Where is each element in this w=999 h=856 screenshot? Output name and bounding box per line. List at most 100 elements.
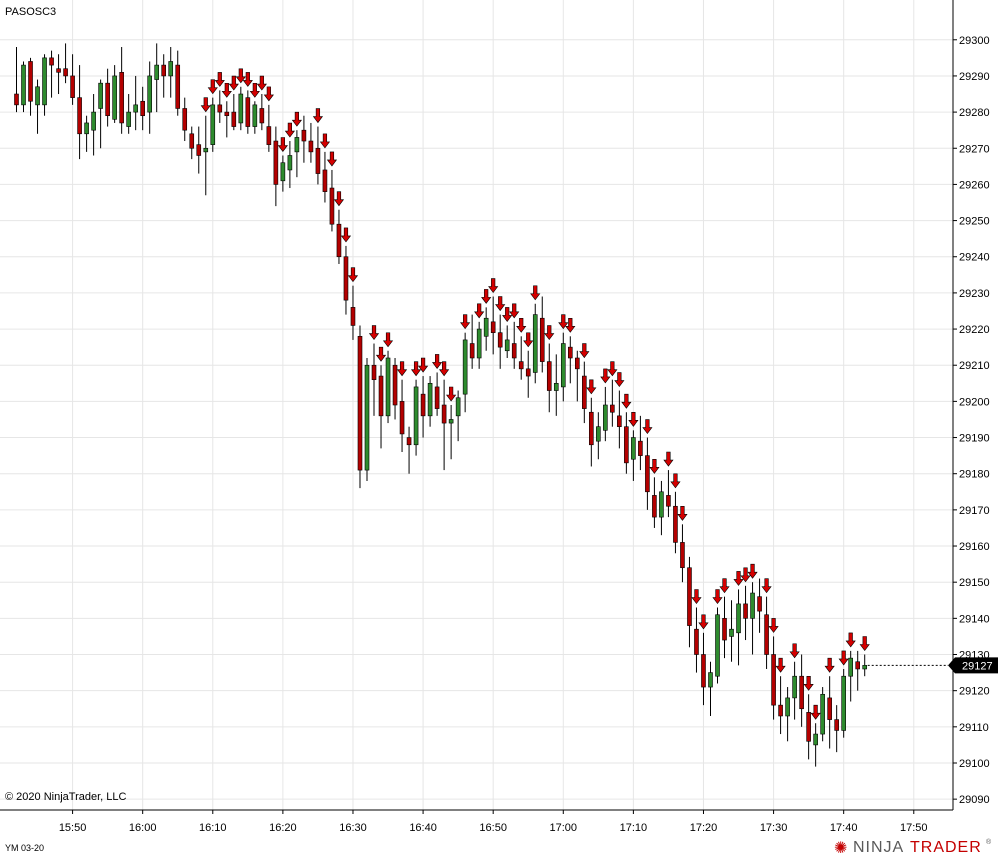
- signal-arrow-down: [586, 379, 597, 395]
- candle-down: [392, 364, 398, 406]
- signal-arrow-down: [530, 285, 541, 301]
- signal-arrow-down: [242, 72, 253, 87]
- candle-down: [582, 375, 587, 409]
- candle-down: [469, 343, 475, 359]
- candle-down: [63, 68, 68, 77]
- candle-down: [371, 364, 377, 380]
- candle-down: [14, 93, 19, 106]
- candle-down: [196, 144, 202, 156]
- candle-down: [743, 603, 748, 619]
- signal-arrow-down: [284, 122, 295, 138]
- candle-up: [462, 339, 468, 395]
- candle-down: [189, 133, 195, 149]
- signal-arrow-down: [838, 650, 849, 666]
- signal-arrow-down: [277, 137, 288, 152]
- candle-up: [385, 357, 391, 417]
- signal-arrow-down: [628, 412, 639, 427]
- candle-up: [785, 697, 790, 717]
- last-price-marker: 29127: [948, 657, 998, 674]
- price-tick-label: 29240: [959, 252, 990, 264]
- candle-down: [441, 404, 447, 424]
- candle-down: [217, 104, 223, 113]
- brand-name-prefix: NINJA: [853, 839, 904, 856]
- candle-up: [364, 364, 370, 471]
- candle-down: [70, 75, 75, 98]
- price-tick-label: 29170: [959, 505, 990, 517]
- candle-down: [490, 321, 496, 333]
- candle-down: [231, 111, 237, 127]
- signal-arrow-down: [614, 372, 625, 388]
- time-tick-label: 15:50: [59, 822, 87, 834]
- signal-arrow-down: [733, 571, 744, 586]
- signal-arrow-down: [235, 68, 246, 84]
- price-tick-label: 29150: [959, 577, 990, 589]
- candle-down: [105, 82, 110, 117]
- price-tick-label: 29220: [959, 324, 990, 336]
- signal-arrow-down: [824, 657, 835, 673]
- signal-arrow-down: [544, 325, 555, 341]
- candle-down: [771, 654, 776, 706]
- candle-up: [35, 86, 40, 106]
- candle-down: [49, 57, 54, 66]
- candle-down: [525, 368, 531, 377]
- candle-up: [168, 61, 174, 77]
- signal-arrow-down: [670, 473, 681, 489]
- time-tick-label: 16:20: [269, 822, 297, 834]
- candle-up: [287, 155, 293, 171]
- candle-down: [497, 332, 503, 348]
- signal-arrow-down: [698, 614, 709, 630]
- price-tick-label: 29270: [959, 143, 990, 155]
- candle-up: [715, 614, 720, 677]
- candle-down: [574, 357, 580, 370]
- candle-down: [336, 223, 342, 258]
- candle-up: [210, 104, 216, 145]
- signal-arrow-down: [375, 346, 387, 362]
- candle-down: [511, 343, 517, 359]
- candle-down: [175, 64, 181, 109]
- candle-up: [98, 82, 103, 109]
- price-axis[interactable]: 2909029100291102912029130291402915029160…: [952, 0, 990, 810]
- candle-down: [224, 111, 230, 117]
- signal-arrow-down: [509, 303, 520, 319]
- candle-down: [764, 614, 769, 655]
- candle-up: [238, 93, 244, 124]
- candle-down: [610, 404, 615, 413]
- signal-arrow-down: [600, 368, 611, 384]
- candle-down: [322, 169, 328, 192]
- signal-arrow-down: [810, 704, 821, 720]
- candle-down: [652, 495, 657, 518]
- candle-down: [666, 495, 671, 507]
- candle-up: [413, 386, 419, 446]
- logo-icon: ✺: [834, 838, 847, 856]
- candle-down: [301, 129, 307, 142]
- signal-arrow-down: [768, 618, 779, 633]
- time-tick-label: 16:40: [409, 822, 437, 834]
- signal-arrow-down: [775, 657, 786, 673]
- price-tick-label: 29250: [959, 216, 990, 228]
- signal-arrow-down: [712, 589, 723, 604]
- signal-arrow-down: [803, 675, 814, 691]
- signal-arrow-down: [789, 643, 800, 659]
- candle-up: [42, 57, 47, 106]
- registered-mark: ®: [986, 838, 992, 846]
- brand-logo: ✺ NINJA TRADER ®: [834, 838, 992, 856]
- instrument-label: YM 03-20: [5, 843, 44, 853]
- candle-down: [343, 256, 349, 301]
- candle-up: [133, 104, 138, 113]
- time-tick-label: 16:00: [129, 822, 157, 834]
- signal-arrow-down: [439, 361, 450, 377]
- candle-up: [91, 111, 96, 131]
- signal-arrow-down: [326, 151, 338, 167]
- signal-arrow-down: [340, 227, 352, 243]
- last-price-label: 29127: [962, 660, 993, 672]
- time-tick-label: 17:20: [690, 822, 718, 834]
- signal-arrow-down: [747, 563, 758, 579]
- candle-up: [631, 437, 636, 460]
- signal-arrow-down: [410, 361, 422, 377]
- time-axis[interactable]: 15:50 16:00 16:10 16:20 16:30 16:40 16:50 17:00…: [0, 809, 953, 834]
- signal-arrow-down: [516, 317, 527, 333]
- signal-arrow-down: [607, 361, 618, 377]
- candle-up: [532, 314, 538, 373]
- signal-arrow-down: [312, 108, 324, 124]
